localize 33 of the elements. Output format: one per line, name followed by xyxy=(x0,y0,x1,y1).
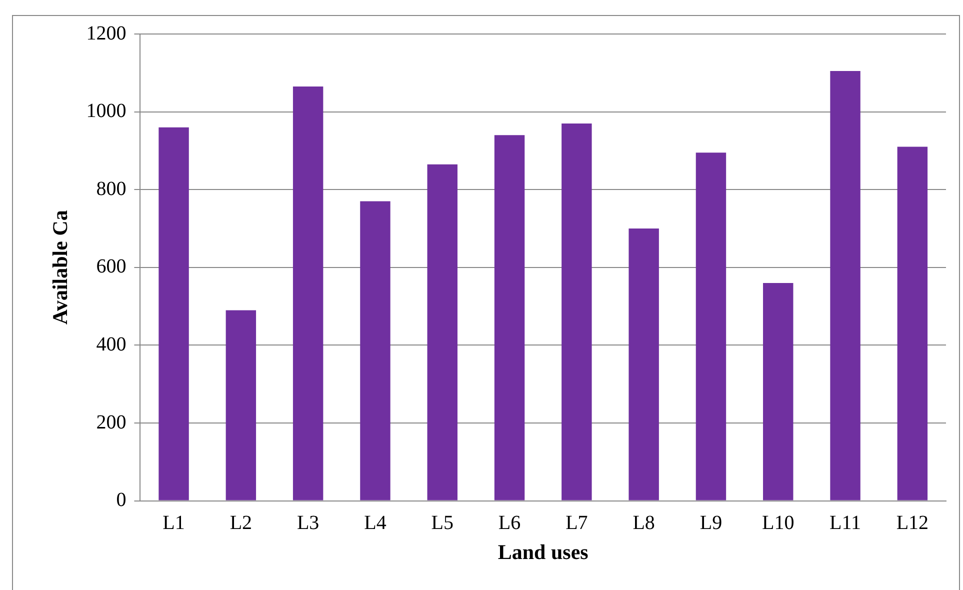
x-tick-label: L1 xyxy=(162,512,185,534)
bar xyxy=(763,282,794,500)
y-tick-label: 400 xyxy=(96,333,126,356)
bar xyxy=(427,164,458,500)
y-tick-label: 1200 xyxy=(86,22,126,44)
x-tick-label: L7 xyxy=(566,512,588,534)
x-tick-label: L5 xyxy=(431,512,454,534)
y-tick-label: 600 xyxy=(96,256,126,278)
bar xyxy=(360,201,390,500)
y-tick-label: 1000 xyxy=(86,100,126,122)
x-tick-label: L2 xyxy=(230,512,252,534)
y-tick-label: 200 xyxy=(96,411,126,434)
x-axis-title: Land uses xyxy=(498,540,588,564)
bar xyxy=(494,135,525,500)
bar xyxy=(628,228,659,500)
x-tick-label: L11 xyxy=(830,512,862,534)
bar xyxy=(562,123,592,500)
x-tick-label: L4 xyxy=(364,512,386,534)
bar xyxy=(897,146,928,500)
bar xyxy=(158,127,189,500)
x-tick-label: L3 xyxy=(296,512,320,534)
x-tick-label: L6 xyxy=(498,512,521,534)
bar xyxy=(226,310,256,500)
y-tick-label: 0 xyxy=(116,489,126,512)
x-tick-label: L9 xyxy=(700,512,722,534)
bar xyxy=(292,86,324,500)
x-tick-label: L10 xyxy=(762,512,794,534)
bar xyxy=(830,70,860,500)
bar xyxy=(696,152,726,500)
y-axis-title: Available Ca xyxy=(48,210,72,325)
x-tick-label: L8 xyxy=(632,512,655,534)
x-tick-label: L12 xyxy=(896,512,929,534)
y-tick-label: 800 xyxy=(96,178,126,200)
